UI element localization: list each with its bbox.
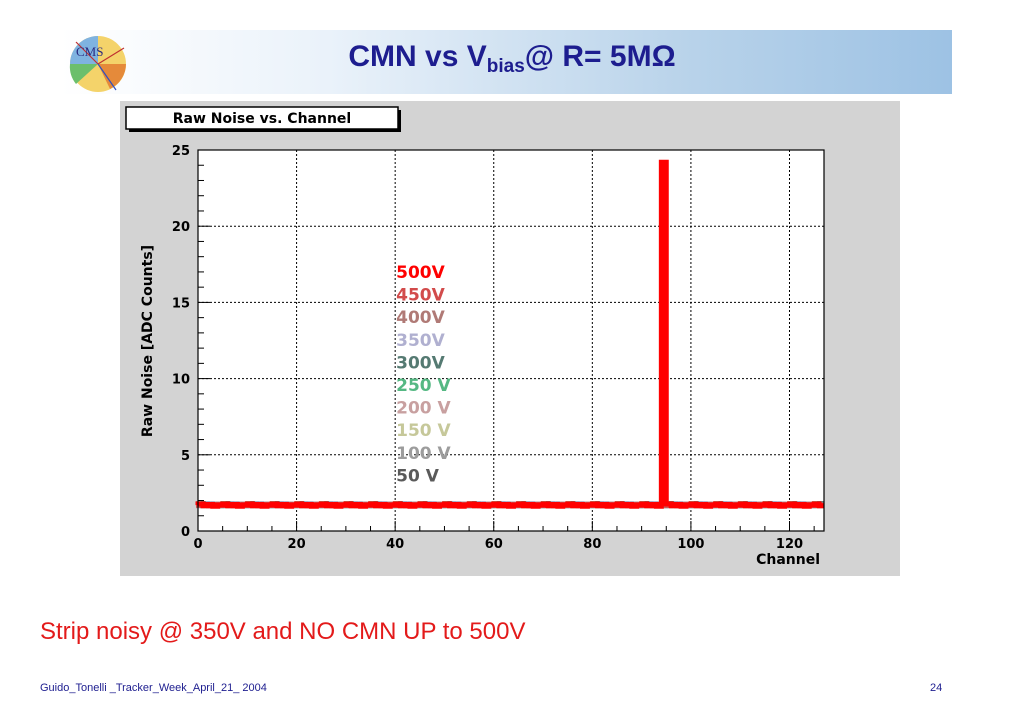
legend-entry: 500V	[396, 263, 445, 283]
title-band	[60, 30, 952, 94]
legend-entry: 300V	[396, 353, 445, 373]
legend-entry: 200 V	[396, 399, 451, 419]
legend-entry: 250 V	[396, 376, 451, 396]
legend-entry: 100 V	[396, 444, 451, 464]
y-tick-label: 15	[172, 296, 190, 311]
series-line	[195, 159, 824, 509]
x-tick-labels: 0 20 40 60 80 100 120	[193, 537, 803, 552]
title-main: CMN vs V	[348, 40, 487, 73]
x-tick-label: 0	[193, 537, 202, 552]
plot-area	[198, 150, 824, 531]
cms-logo: CMS	[69, 36, 126, 92]
y-tick-label: 0	[181, 525, 190, 540]
legend-entry: 400V	[396, 308, 445, 328]
chart-title-box	[125, 106, 399, 130]
y-tick-label: 25	[172, 144, 190, 159]
x-tick-label: 20	[288, 537, 306, 552]
x-tick-label: 40	[386, 537, 404, 552]
y-axis-label: Raw Noise [ADC Counts]	[140, 245, 156, 437]
x-tick-label: 60	[485, 537, 503, 552]
y-tick-label: 20	[172, 220, 190, 235]
legend-entry: 50 V	[396, 466, 440, 486]
slide-footer: Guido_Tonelli _Tracker_Week_April_21_ 20…	[40, 682, 267, 694]
chart-title: Raw Noise vs. Channel	[173, 111, 351, 127]
y-tick-label: 10	[172, 373, 190, 388]
series-layer	[195, 159, 824, 509]
slide-title: CMN vs Vbias@ R= 5MΩ	[0, 40, 1024, 78]
legend-entry: 150 V	[396, 421, 451, 441]
noise-chart: Raw Noise vs. Channel 0 20 40 60 80 100 120 0 5…	[120, 101, 900, 576]
legend-entry: 350V	[396, 331, 445, 351]
title-tail: @ R= 5MΩ	[524, 40, 676, 73]
page-number: 24	[930, 682, 943, 694]
x-tick-label: 120	[776, 537, 803, 552]
x-tick-label: 80	[583, 537, 601, 552]
legend-entry: 450V	[396, 286, 445, 306]
gridlines	[198, 150, 824, 531]
x-axis-label: Channel	[756, 552, 820, 568]
y-tick-labels: 0 5 10 15 20 25	[172, 144, 190, 540]
x-tick-label: 100	[677, 537, 704, 552]
title-subscript: bias	[486, 56, 525, 77]
slide-caption: Strip noisy @ 350V and NO CMN UP to 500V	[40, 618, 526, 645]
logo-text: CMS	[76, 44, 103, 59]
plot-border	[197, 149, 825, 532]
y-tick-label: 5	[181, 449, 190, 464]
